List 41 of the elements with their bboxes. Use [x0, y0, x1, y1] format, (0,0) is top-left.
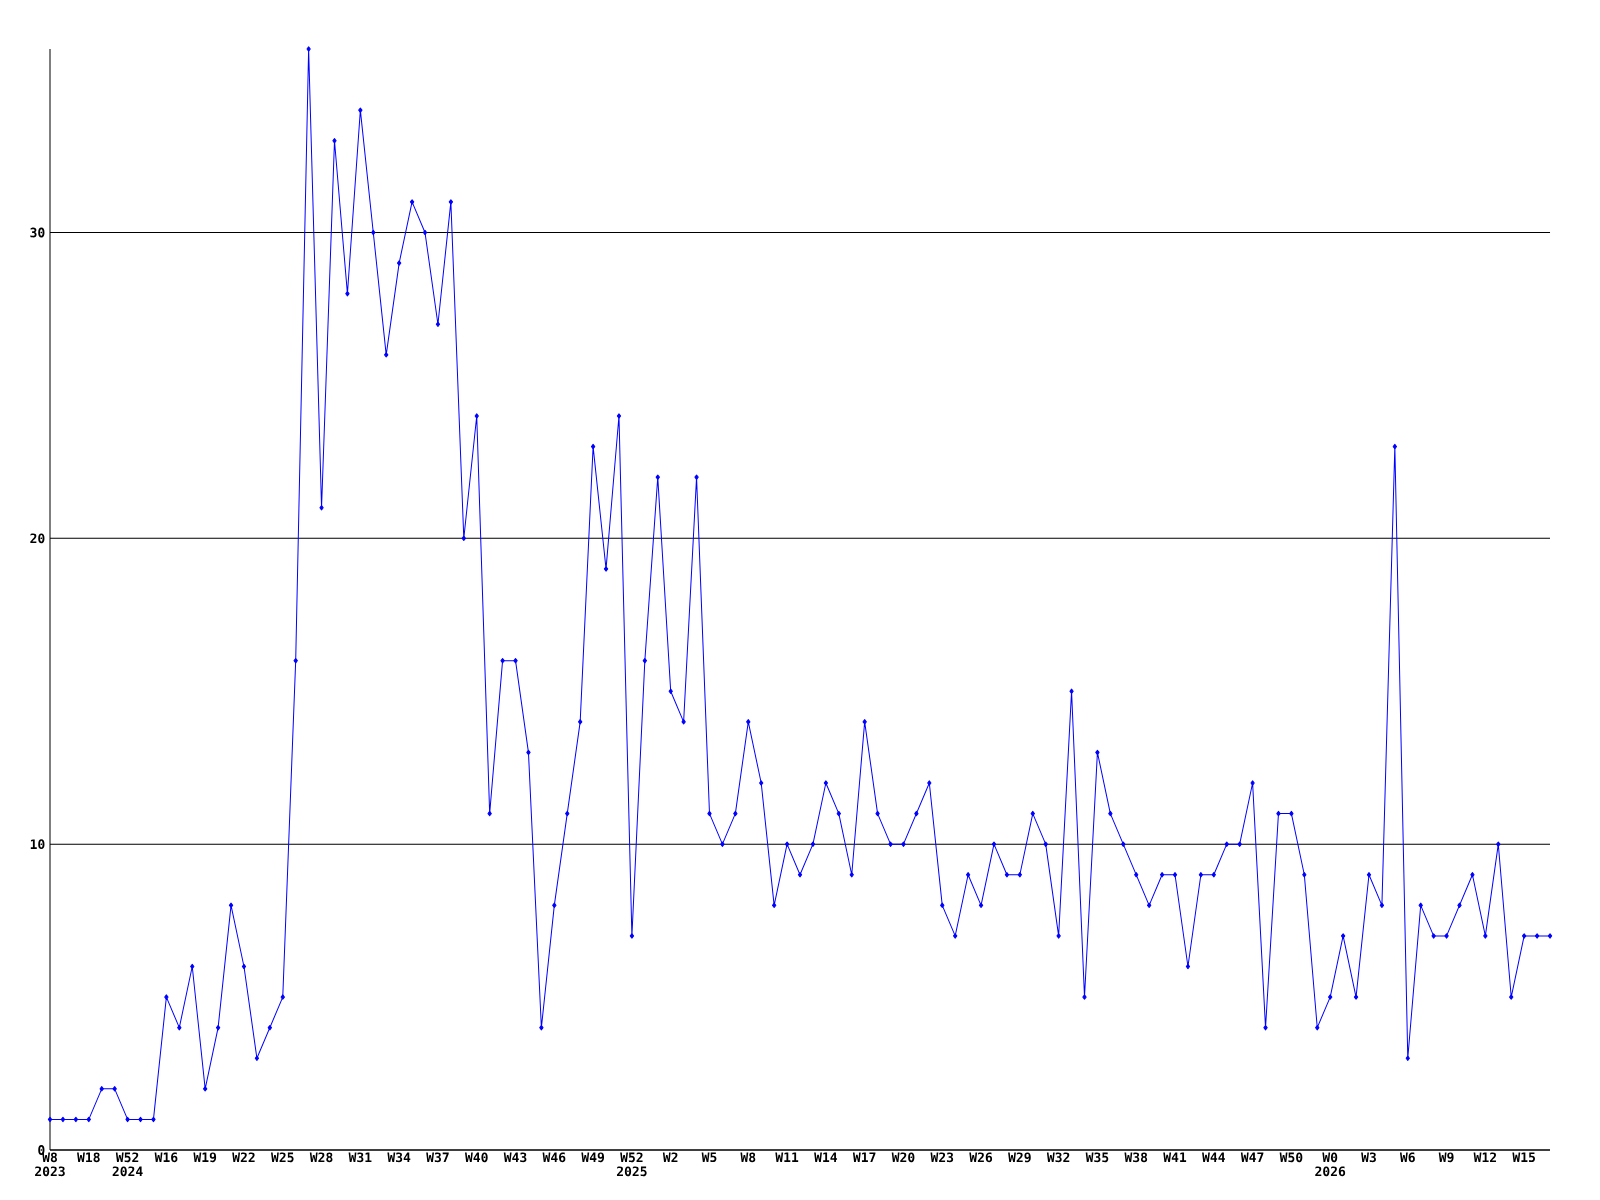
x-tick-label: W9 [1438, 1152, 1454, 1163]
x-tick-label: W0 2026 [1315, 1152, 1346, 1177]
x-tick-label: W25 [271, 1152, 294, 1163]
x-tick-label: W26 [969, 1152, 993, 1163]
x-tick-label: W17 [852, 1152, 876, 1162]
y-tick-label: 10 [30, 839, 45, 850]
x-tick-label: W14 [814, 1152, 838, 1162]
x-tick-label: W6 [1399, 1152, 1415, 1163]
x-tick-label: W37 [426, 1152, 449, 1163]
x-tick-label: W5 [701, 1152, 717, 1163]
x-tick-label: W8 [740, 1152, 756, 1163]
x-tick-label: W23 [930, 1152, 954, 1163]
y-tick-label: 20 [30, 533, 45, 544]
x-tick-label: W49 [581, 1152, 605, 1163]
x-tick-label: W41 [1163, 1152, 1187, 1162]
x-tick-label: W32 [1046, 1152, 1070, 1163]
x-tick-label: W40 [464, 1152, 488, 1163]
x-tick-label: W11 [775, 1152, 799, 1162]
x-tick-label: W20 [891, 1152, 915, 1163]
x-tick-label: W47 [1240, 1152, 1264, 1162]
x-tick-label: W15 [1512, 1152, 1535, 1163]
x-tick-label: W29 [1008, 1152, 1031, 1163]
x-tick-label: W50 [1279, 1152, 1303, 1163]
x-tick-label: W52 2025 [616, 1152, 647, 1177]
x-tick-label: W43 [503, 1152, 527, 1163]
y-tick-label: 30 [30, 227, 45, 238]
x-tick-label: W38 [1124, 1152, 1148, 1163]
x-tick-label: W18 [77, 1152, 100, 1163]
x-tick-label: W19 [193, 1152, 217, 1163]
x-tick-label: W31 [348, 1152, 372, 1163]
x-tick-label: W35 [1085, 1152, 1109, 1163]
x-tick-label: W44 [1202, 1152, 1225, 1162]
x-tick-label: W16 [154, 1152, 178, 1163]
x-tick-label: W52 2024 [112, 1152, 143, 1177]
x-tick-label: W3 [1361, 1152, 1376, 1163]
x-tick-label: W46 [542, 1152, 566, 1163]
x-tick-label: W28 [309, 1152, 333, 1163]
x-tick-label: W22 [232, 1152, 255, 1163]
x-tick-label: W34 [387, 1152, 411, 1163]
x-tick-label: W2 [662, 1152, 678, 1163]
x-tick-label: W12 [1473, 1152, 1497, 1163]
